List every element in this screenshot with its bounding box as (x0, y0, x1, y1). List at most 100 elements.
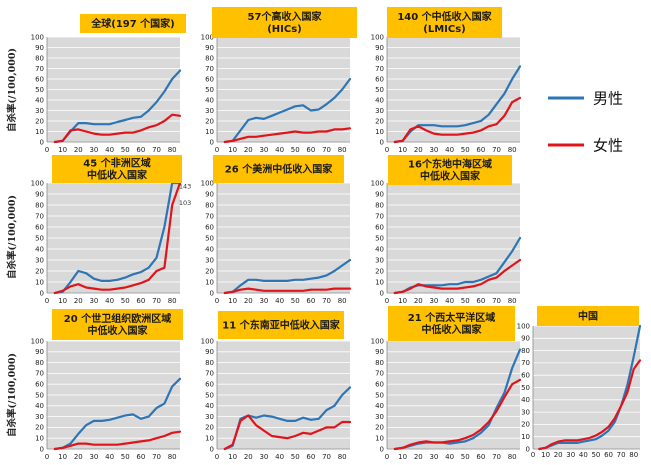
y-tick-label: 70 (521, 359, 530, 367)
y-tick-label: 10 (205, 278, 214, 286)
x-tick-label: 0 (215, 146, 219, 154)
y-tick-label: 50 (375, 391, 384, 399)
x-tick-label: 80 (168, 146, 177, 154)
x-tick-label: 0 (531, 451, 535, 459)
chart-panel-5: 0 10 20 30 40 50 60 70 80 90 100 0 10 20 30 40 50 60 70 80 2… (201, 155, 352, 305)
legend-item-male: 男性 (548, 90, 623, 108)
x-tick-label: 60 (306, 146, 315, 154)
panel-title: 中国 (578, 310, 598, 323)
x-tick-label: 0 (385, 146, 389, 154)
legend-label: 女性 (593, 137, 623, 155)
x-tick-label: 10 (58, 146, 67, 154)
y-tick-label: 60 (35, 381, 44, 389)
series-line-male (53, 69, 182, 144)
y-tick-label: 0 (380, 138, 384, 146)
y-tick-label: 20 (205, 267, 214, 275)
panel-title-box (213, 155, 344, 183)
panel-title: 140 个中低收入国家 (397, 10, 492, 23)
x-tick-label: 50 (461, 453, 470, 461)
chart-panel-6: 0 10 20 30 40 50 60 70 80 90 100 0 10 20 30 40 50 60 70 80 1… (371, 155, 522, 305)
panel-title-box (387, 7, 502, 38)
y-tick-label: 30 (375, 256, 384, 264)
panel-title: 11 个东南亚中低收入国家 (222, 319, 340, 332)
legend-label: 男性 (593, 90, 623, 108)
x-tick-label: 50 (121, 297, 130, 305)
x-tick-label: 60 (136, 297, 145, 305)
x-tick-label: 0 (385, 297, 389, 305)
panel-title-box (212, 7, 357, 38)
y-tick-label: 10 (35, 435, 44, 443)
y-tick-label: 0 (210, 289, 214, 297)
y-tick-label: 50 (521, 384, 530, 392)
y-tick-label: 90 (205, 348, 214, 356)
x-tick-label: 70 (152, 297, 161, 305)
y-tick-label: 40 (205, 402, 214, 410)
y-tick-label: 10 (521, 433, 530, 441)
y-tick-label: 30 (375, 107, 384, 115)
series-line-female (393, 378, 522, 451)
y-tick-label: 90 (205, 190, 214, 198)
x-tick-label: 60 (306, 453, 315, 461)
y-tick-label: 20 (205, 117, 214, 125)
x-tick-label: 40 (445, 146, 454, 154)
x-tick-label: 80 (338, 453, 347, 461)
y-tick-label: 80 (35, 359, 44, 367)
y-tick-label: 30 (205, 413, 214, 421)
x-tick-label: 40 (445, 297, 454, 305)
series-line-female (223, 414, 352, 451)
series-line-female (223, 287, 352, 295)
x-tick-label: 70 (322, 146, 331, 154)
y-tick-label: 0 (40, 289, 44, 297)
y-tick-label: 90 (521, 335, 530, 343)
x-tick-label: 20 (414, 297, 423, 305)
y-tick-label: 40 (35, 402, 44, 410)
y-tick-label: 0 (380, 289, 384, 297)
x-tick-label: 30 (89, 297, 98, 305)
y-tick-label: 80 (205, 201, 214, 209)
y-tick-label: 100 (31, 337, 44, 345)
y-tick-label: 20 (35, 267, 44, 275)
y-tick-label: 20 (375, 267, 384, 275)
y-tick-label: 10 (375, 128, 384, 136)
chart-panel-3: 0 10 20 30 40 50 60 70 80 90 100 0 10 20 30 40 50 60 70 80 1… (371, 7, 522, 154)
y-tick-label: 20 (375, 424, 384, 432)
y-tick-label: 90 (375, 348, 384, 356)
x-tick-label: 50 (461, 297, 470, 305)
y-tick-label: 20 (205, 424, 214, 432)
x-tick-label: 80 (508, 297, 517, 305)
x-tick-label: 10 (398, 453, 407, 461)
x-tick-label: 30 (566, 451, 575, 459)
panel-title: 16个东地中海区域 (408, 158, 492, 171)
x-tick-label: 20 (74, 453, 83, 461)
x-tick-label: 30 (259, 453, 268, 461)
x-tick-label: 80 (629, 451, 638, 459)
series-line-male (53, 377, 182, 451)
y-tick-label: 100 (31, 33, 44, 41)
panel-title-box (52, 309, 183, 340)
x-tick-label: 40 (105, 146, 114, 154)
x-tick-label: 70 (322, 453, 331, 461)
y-tick-label: 60 (375, 381, 384, 389)
y-tick-label: 90 (375, 190, 384, 198)
x-tick-label: 50 (291, 453, 300, 461)
y-tick-label: 50 (375, 86, 384, 94)
x-tick-label: 10 (58, 453, 67, 461)
panel-title: 全球(197 个国家) (90, 17, 175, 30)
y-tick-label: 70 (375, 370, 384, 378)
x-tick-label: 70 (152, 146, 161, 154)
legend-item-female: 女性 (548, 137, 623, 155)
x-tick-label: 40 (275, 453, 284, 461)
y-tick-label: 50 (205, 391, 214, 399)
panel-title: 45 个非洲区域 (83, 157, 150, 170)
y-tick-label: 70 (35, 212, 44, 220)
x-tick-label: 70 (617, 451, 626, 459)
y-tick-label: 30 (35, 256, 44, 264)
x-tick-label: 20 (414, 146, 423, 154)
y-tick-label: 50 (205, 234, 214, 242)
y-tick-label: 20 (521, 421, 530, 429)
y-tick-label: 10 (205, 128, 214, 136)
y-tick-label: 0 (40, 445, 44, 453)
x-tick-label: 10 (228, 453, 237, 461)
y-tick-label: 70 (35, 65, 44, 73)
